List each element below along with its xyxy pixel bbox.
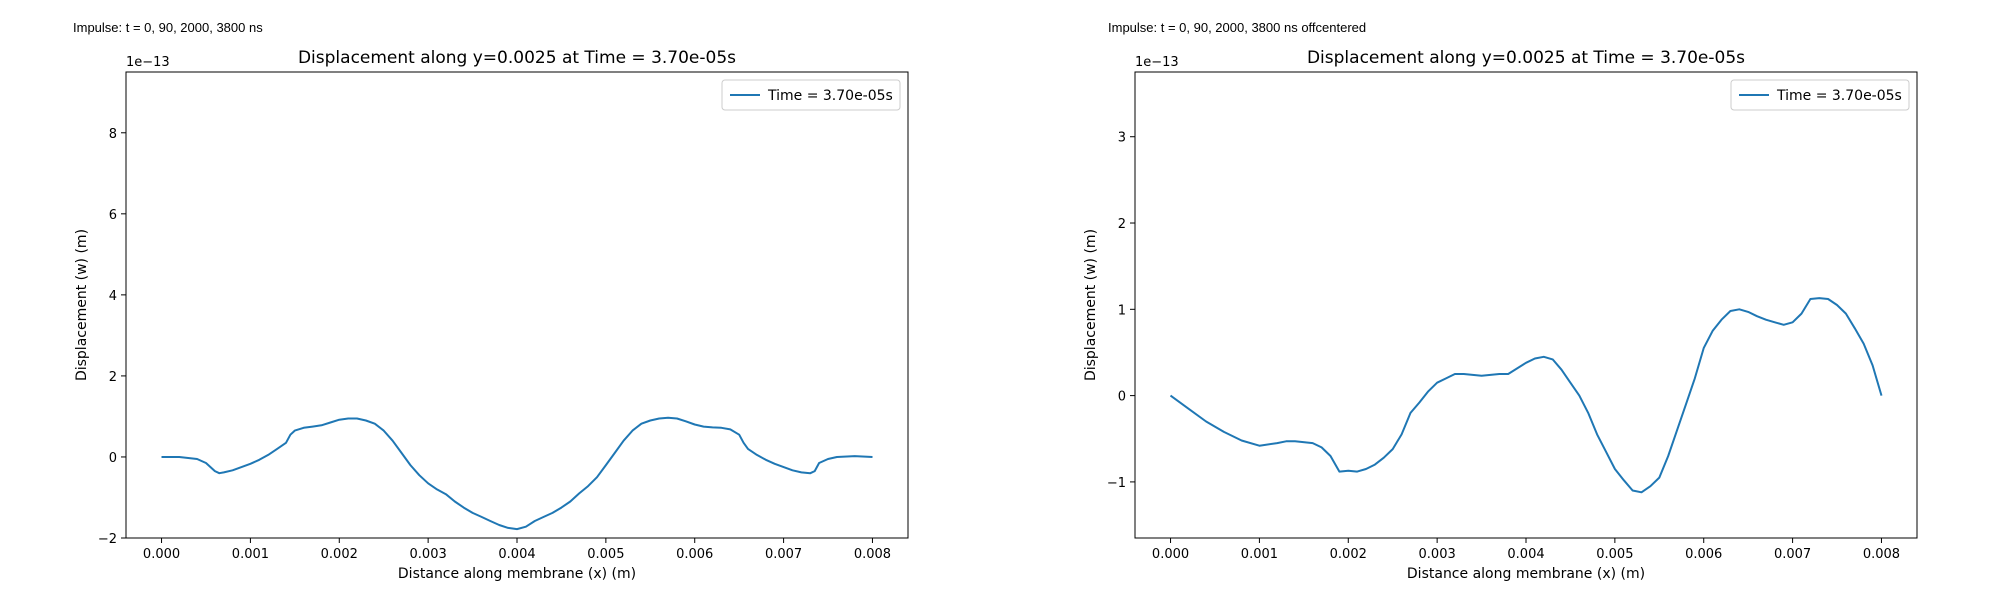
left-plot-frame: [125, 71, 909, 539]
right-y-tick-label: 1: [1118, 303, 1126, 318]
left-x-tick-label: 0.001: [232, 547, 269, 562]
left-x-tick-label: 0.007: [765, 547, 802, 562]
left-x-tick-label: 0.000: [143, 547, 180, 562]
right-legend-label: Time = 3.70e-05s: [1776, 88, 1902, 104]
left-y-offset-text: 1e−13: [126, 55, 170, 70]
left-y-axis-label: Displacement (w) (m): [74, 229, 90, 381]
right-y-tick-label: −1: [1107, 476, 1126, 491]
left-y-tick-label: 8: [109, 127, 117, 142]
left-x-tick-label: 0.002: [321, 547, 358, 562]
right-x-tick-label: 0.000: [1152, 547, 1189, 562]
left-x-tick-label: 0.005: [587, 547, 624, 562]
right-plot-frame: [1134, 71, 1918, 539]
right-x-tick-label: 0.008: [1863, 547, 1900, 562]
right-x-tick-label: 0.006: [1685, 547, 1722, 562]
left-x-tick-label: 0.003: [410, 547, 447, 562]
right-chart-title: Displacement along y=0.0025 at Time = 3.…: [1307, 48, 1745, 68]
left-x-tick-label: 0.008: [854, 547, 891, 562]
left-y-tick-label: 6: [109, 208, 117, 223]
panel-caption-right: Impulse: t = 0, 90, 2000, 3800 ns offcen…: [1108, 20, 1367, 35]
left-y-tick-label: −2: [98, 532, 117, 547]
left-series-line: [161, 416, 873, 531]
right-x-axis-label: Distance along membrane (x) (m): [1407, 566, 1645, 582]
left-y-tick-label: 4: [109, 289, 117, 304]
right-series-line: [1169, 297, 1883, 494]
right-x-tick-label: 0.005: [1596, 547, 1633, 562]
left-y-tick-label: 2: [109, 370, 117, 385]
left-legend-box: [721, 79, 901, 111]
left-legend-label: Time = 3.70e-05s: [767, 88, 893, 104]
right-x-tick-label: 0.001: [1241, 547, 1278, 562]
left-x-tick-label: 0.006: [676, 547, 713, 562]
right-y-tick-label: 2: [1118, 217, 1126, 232]
right-y-tick-label: 3: [1118, 131, 1126, 146]
right-y-tick-label: 0: [1118, 390, 1126, 405]
right-x-tick-label: 0.004: [1507, 547, 1544, 562]
right-x-tick-label: 0.007: [1774, 547, 1811, 562]
right-y-axis-label: Displacement (w) (m): [1083, 229, 1099, 381]
right-y-offset-text: 1e−13: [1135, 55, 1179, 70]
right-x-tick-label: 0.002: [1330, 547, 1367, 562]
left-x-tick-label: 0.004: [498, 547, 535, 562]
right-legend-box: [1730, 79, 1910, 111]
left-chart-title: Displacement along y=0.0025 at Time = 3.…: [298, 48, 736, 68]
left-x-axis-label: Distance along membrane (x) (m): [398, 566, 636, 582]
right-x-tick-label: 0.003: [1419, 547, 1456, 562]
panel-caption-left: Impulse: t = 0, 90, 2000, 3800 ns: [73, 20, 263, 35]
left-y-tick-label: 0: [109, 451, 117, 466]
